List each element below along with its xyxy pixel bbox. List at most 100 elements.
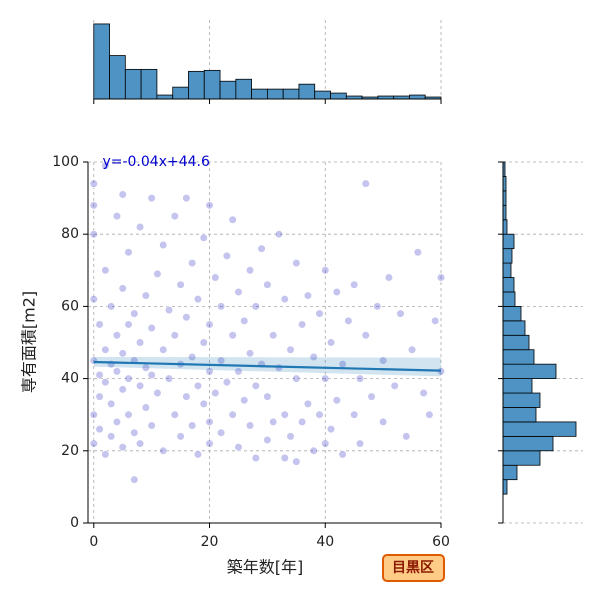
point: [205, 201, 214, 210]
point: [182, 392, 191, 401]
point: [147, 323, 156, 333]
point: [396, 309, 405, 318]
regression-line: [93, 360, 442, 372]
point: [234, 367, 243, 376]
point: [286, 345, 295, 354]
point: [321, 374, 330, 383]
point: [257, 244, 266, 253]
point: [303, 399, 313, 408]
y-tick-label: 100: [52, 154, 79, 170]
point: [245, 266, 255, 275]
x-tick-label: 40: [316, 534, 334, 550]
point: [326, 338, 336, 347]
point: [147, 370, 156, 380]
point: [153, 269, 162, 279]
bar: [298, 83, 316, 100]
point: [240, 396, 249, 405]
point: [188, 352, 197, 362]
bar: [502, 334, 530, 351]
point: [112, 331, 122, 340]
point: [379, 417, 388, 427]
point: [107, 399, 116, 408]
bar: [502, 392, 541, 408]
point: [211, 273, 220, 282]
point: [274, 230, 284, 239]
y-tick-label: 80: [61, 226, 79, 242]
point: [107, 432, 116, 441]
bar: [156, 94, 174, 100]
bar: [109, 55, 126, 100]
point: [413, 248, 422, 257]
point: [436, 273, 446, 282]
point: [355, 374, 365, 383]
y-tick-label: 40: [61, 371, 79, 387]
point: [240, 316, 249, 325]
point: [321, 439, 330, 448]
point: [147, 421, 156, 430]
point: [338, 450, 347, 459]
point: [303, 291, 313, 300]
point: [101, 345, 110, 354]
x-tick-label: 0: [89, 534, 98, 550]
bar: [502, 479, 508, 495]
point: [390, 381, 399, 390]
point: [251, 381, 260, 390]
bar: [282, 88, 300, 100]
point: [199, 338, 208, 347]
point: [101, 266, 110, 275]
point: [402, 432, 411, 441]
point: [170, 410, 179, 419]
point: [286, 432, 295, 441]
point: [193, 450, 203, 459]
point: [89, 295, 98, 304]
point: [373, 302, 382, 311]
point: [355, 439, 365, 448]
bar: [93, 23, 110, 100]
point: [124, 374, 133, 383]
point: [298, 320, 307, 329]
point: [222, 378, 231, 387]
point: [315, 410, 324, 419]
point: [269, 331, 278, 340]
point: [176, 432, 185, 441]
point: [251, 302, 260, 311]
point: [263, 435, 272, 445]
point: [182, 313, 191, 322]
point: [350, 410, 359, 419]
point: [216, 428, 226, 437]
bar: [502, 407, 537, 423]
point: [135, 439, 145, 448]
bar: [124, 68, 142, 100]
bar: [502, 421, 577, 437]
point: [332, 396, 341, 405]
point: [101, 161, 110, 170]
x-axis-label: 築年数[年]: [227, 558, 304, 577]
point: [141, 403, 150, 412]
point: [130, 428, 139, 437]
point: [118, 190, 127, 199]
bar: [235, 78, 252, 100]
point: [280, 410, 289, 419]
x-tick-label: 20: [201, 534, 219, 550]
point: [101, 378, 110, 387]
point: [205, 320, 214, 329]
bar: [502, 450, 541, 466]
point: [292, 457, 301, 466]
point: [188, 421, 197, 430]
point: [425, 410, 434, 419]
point: [124, 410, 133, 419]
point: [228, 331, 237, 340]
bar: [502, 233, 515, 250]
point: [431, 316, 440, 325]
point: [112, 417, 122, 427]
point: [130, 309, 139, 318]
point: [188, 258, 197, 268]
point: [95, 320, 104, 329]
badge: 目黒区: [392, 560, 434, 576]
point: [193, 381, 203, 390]
bar: [502, 320, 526, 336]
point: [298, 417, 307, 427]
bar: [502, 305, 522, 322]
point: [135, 381, 145, 390]
